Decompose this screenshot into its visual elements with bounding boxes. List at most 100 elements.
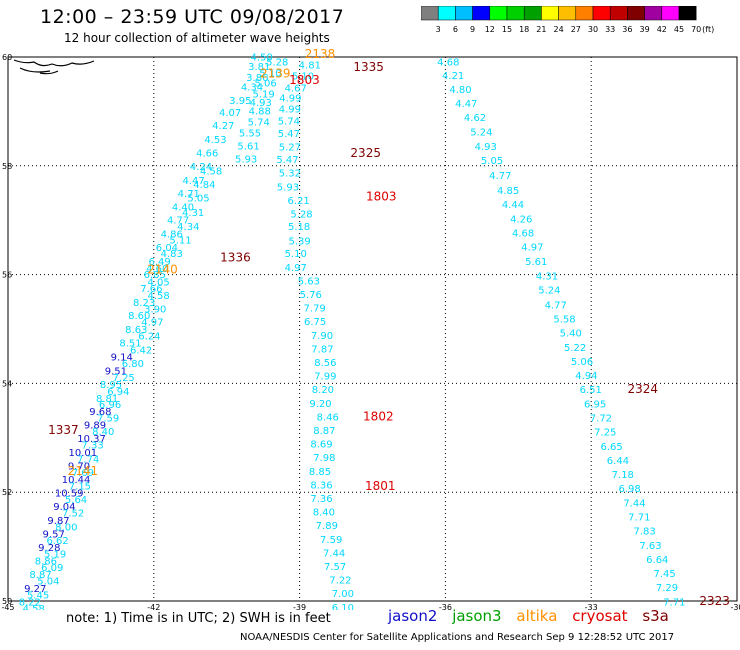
swh-point: 10.44	[62, 475, 91, 486]
swh-point: 8.85	[309, 467, 331, 478]
swh-point: 6.49	[148, 257, 170, 268]
swh-point: 4.68	[437, 58, 459, 69]
swh-point: 7.29	[656, 583, 678, 594]
swh-point: 7.00	[332, 589, 354, 600]
swh-point: 7.79	[304, 304, 326, 315]
swh-point: 5.64	[65, 495, 87, 506]
swh-point: 5.05	[481, 156, 503, 167]
colorbar-label: 18	[519, 25, 529, 34]
swh-point: 7.59	[320, 535, 342, 546]
swh-point: 6.44	[607, 456, 629, 467]
swh-point: 10.01	[69, 448, 98, 459]
swh-point: 4.47	[183, 176, 205, 187]
swh-point: 5.61	[237, 141, 259, 152]
colorbar-label: 3	[436, 25, 441, 34]
swh-point: 8.69	[310, 440, 332, 451]
swh-point: 3.86	[246, 73, 268, 84]
chart-subtitle: 12 hour collection of altimeter wave hei…	[64, 31, 330, 45]
swh-point: 10.59	[55, 489, 84, 500]
swh-point: 5.74	[248, 118, 270, 129]
swh-point: 6.65	[600, 442, 622, 453]
x-tick-label: -42	[147, 603, 160, 610]
swh-point: 9.14	[111, 353, 133, 364]
swh-point: 7.22	[329, 576, 351, 587]
swh-point: 6.95	[584, 399, 606, 410]
swh-point: 4.93	[475, 142, 497, 153]
swh-point: 5.06	[571, 357, 593, 368]
x-tick-label: -39	[293, 603, 306, 610]
swh-point: 8.22	[19, 597, 41, 608]
swh-point: 8.87	[313, 426, 335, 437]
footnote-note: note: 1) Time is in UTC; 2) SWH is in fe…	[66, 611, 331, 626]
swh-point: 5.76	[300, 290, 322, 301]
x-tick-label: -36	[439, 603, 452, 610]
colorbar-label: 70	[691, 25, 701, 34]
swh-point: 5.10	[285, 249, 307, 260]
colorbar-label: 15	[502, 25, 512, 34]
colorbar-label: 45	[674, 25, 684, 34]
swh-point: 5.47	[278, 129, 300, 140]
swh-point: 4.21	[442, 71, 464, 82]
swh-point: 5.19	[44, 549, 66, 560]
swh-point: 5.19	[253, 89, 275, 100]
swh-point: 7.71	[628, 512, 650, 523]
swh-point: 7.90	[311, 331, 333, 342]
swh-point: 5.22	[564, 343, 586, 354]
pass-time-label: 1801	[365, 479, 396, 493]
swh-point: 4.31	[182, 208, 204, 219]
swh-point: 8.51	[119, 338, 141, 349]
swh-point: 7.98	[313, 453, 335, 464]
swh-point: 8.40	[313, 508, 335, 519]
y-tick-label: 60	[2, 53, 12, 62]
swh-point: 7.33	[81, 441, 103, 452]
swh-point: 7.99	[314, 372, 336, 383]
swh-point: 8.86	[35, 557, 57, 568]
swh-point: 8.63	[125, 325, 147, 336]
colorbar-unit: (ft)	[702, 25, 714, 34]
swh-point: 7.52	[62, 509, 84, 520]
pass-time-label: 232	[724, 608, 740, 610]
swh-point: 6.80	[122, 359, 144, 370]
pass-time-label: 1803	[289, 73, 320, 87]
swh-point: 7.25	[594, 428, 616, 439]
credit-line: NOAA/NESDIS Center for Satellite Applica…	[240, 632, 675, 643]
colorbar-label: 39	[640, 25, 650, 34]
swh-point: 5.28	[290, 209, 312, 220]
swh-point: 4.24	[190, 162, 212, 173]
swh-point: 6.21	[287, 196, 309, 207]
swh-point: 5.93	[277, 182, 299, 193]
swh-point: 7.71	[663, 597, 685, 608]
swh-point: 3.81	[248, 62, 270, 73]
swh-point: 4.60	[146, 264, 168, 275]
plot-frame	[7, 56, 738, 602]
swh-point: 7.89	[316, 521, 338, 532]
pass-time-label: 1338	[13, 608, 44, 610]
swh-point: 4.34	[241, 83, 263, 94]
swh-point: 9.70	[68, 461, 90, 472]
swh-point: 5.39	[288, 237, 310, 248]
y-tick-label: 56	[2, 271, 12, 280]
swh-point: 4.44	[502, 200, 524, 211]
pass-time-label: 2325	[350, 146, 381, 160]
swh-point: 4.05	[148, 277, 170, 288]
swh-point: 7.69	[72, 468, 94, 479]
swh-point: 8.87	[29, 570, 51, 581]
y-tick-label: 50	[2, 597, 12, 606]
swh-point: 4.34	[177, 222, 199, 233]
swh-point: 9.04	[53, 502, 75, 513]
swh-point: 5.04	[37, 577, 59, 588]
swh-point: 5.24	[538, 286, 560, 297]
swh-point: 8.00	[55, 522, 77, 533]
y-tick-label: 58	[2, 162, 12, 171]
swh-point: 5.27	[279, 143, 301, 154]
swh-point: 3.90	[144, 305, 166, 316]
colorbar-label: 42	[657, 25, 667, 34]
colorbar-label: 21	[536, 25, 546, 34]
colorbar-label: 6	[453, 25, 458, 34]
swh-point: 4.84	[193, 180, 215, 191]
swh-point: 9.68	[89, 407, 111, 418]
swh-point: 7.15	[69, 481, 91, 492]
swh-point: 9.89	[84, 421, 106, 432]
swh-point: 5.63	[298, 276, 320, 287]
pass-time-label: 1336	[220, 251, 251, 265]
